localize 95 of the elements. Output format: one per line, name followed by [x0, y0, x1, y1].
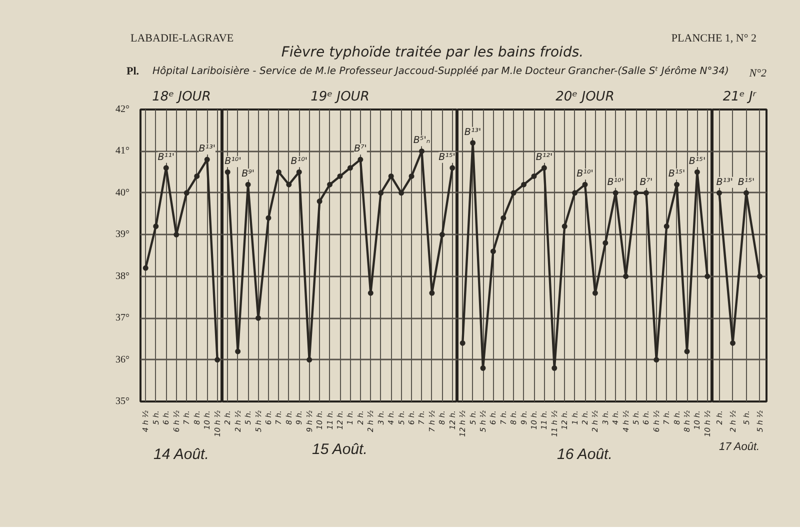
point — [368, 290, 374, 296]
point — [572, 190, 578, 196]
point — [358, 156, 364, 162]
chart-title: 20ᵉ JOUR — [556, 90, 614, 104]
data-label: B⁵'ₙ — [413, 135, 430, 146]
y-tick-label: 38° — [116, 270, 130, 282]
point — [450, 165, 456, 171]
data-label: B¹⁵' — [438, 152, 456, 163]
point — [460, 340, 466, 346]
y-tick-label: 35° — [116, 396, 130, 407]
point — [429, 290, 435, 296]
point — [398, 190, 404, 196]
data-label: B¹⁵' — [668, 168, 686, 180]
point — [327, 182, 333, 188]
point — [490, 248, 496, 254]
text: Pl. — [126, 66, 140, 78]
data-label: B⁷' — [640, 176, 653, 188]
point — [378, 190, 384, 196]
point — [623, 274, 629, 280]
text: Hôpital Lariboisière - Service de M.le Professeur Jaccoud-Suppléé par M.le Docteur Grancher-(Salle Sᵗ Jérôme N°34) — [152, 66, 729, 77]
data-label: B⁷' — [354, 144, 367, 155]
point — [347, 165, 353, 171]
point — [306, 357, 312, 363]
point — [500, 215, 506, 221]
text: PLANCHE 1, N° 2 — [671, 32, 757, 44]
point — [521, 182, 527, 188]
point — [643, 190, 649, 196]
point — [480, 365, 486, 371]
x-axis-title: 17 Août. — [719, 441, 760, 454]
chart-title: 19ᵉ JOUR — [310, 90, 370, 104]
point — [612, 190, 618, 196]
data-label: B¹³' — [716, 176, 733, 188]
point — [286, 182, 292, 188]
data-label: B¹⁵' — [738, 176, 755, 188]
data-label: B¹⁵' — [688, 156, 706, 168]
point — [174, 232, 180, 238]
point — [439, 232, 445, 238]
x-axis-title: 14 Août. — [154, 446, 209, 463]
text: Fièvre typhoïde traitée par les bains froids. — [281, 44, 584, 60]
point — [582, 182, 588, 188]
point — [704, 274, 710, 280]
point — [256, 315, 262, 321]
data-label: B¹⁰' — [576, 168, 594, 180]
point — [266, 215, 272, 221]
x-axis-title: 15 Août. — [312, 441, 368, 458]
point — [153, 224, 159, 230]
data-label: B¹³' — [198, 144, 216, 155]
point — [664, 224, 670, 230]
point — [204, 156, 210, 162]
point — [684, 348, 690, 354]
data-label: B¹⁰' — [224, 156, 242, 168]
point — [694, 169, 700, 175]
point — [276, 169, 282, 175]
y-tick-label: 39° — [116, 229, 130, 240]
point — [470, 140, 476, 146]
point — [562, 224, 568, 230]
text: LABADIE-LAGRAVE — [130, 32, 234, 44]
point — [194, 173, 200, 179]
data-label: B¹⁰' — [290, 156, 308, 168]
point — [654, 357, 660, 363]
point — [224, 169, 230, 175]
data-label: B¹¹' — [158, 152, 174, 163]
point — [245, 182, 251, 188]
point — [184, 190, 190, 196]
point — [552, 365, 558, 371]
point — [142, 265, 148, 271]
point — [602, 240, 608, 246]
y-tick-label: 36° — [116, 354, 130, 366]
point — [531, 173, 537, 179]
point — [296, 169, 302, 175]
y-tick-label: 41° — [116, 146, 130, 157]
data-label: B¹²' — [536, 152, 553, 163]
point — [337, 173, 343, 179]
y-tick-label: 40° — [116, 187, 130, 198]
data-label: B¹⁰' — [607, 176, 624, 188]
point — [163, 165, 169, 171]
chart-title: 21ᵉ Jʳ — [722, 90, 757, 104]
data-label: B⁹' — [242, 168, 255, 180]
point — [388, 173, 394, 179]
y-tick-label: 37° — [116, 312, 130, 324]
point — [214, 357, 220, 363]
point — [418, 148, 424, 154]
x-axis-title: 16 Août. — [557, 446, 612, 463]
point — [592, 290, 598, 296]
point — [235, 348, 241, 354]
point — [408, 173, 414, 179]
point — [316, 198, 322, 204]
data-label: B¹³' — [464, 126, 482, 138]
point — [633, 190, 639, 196]
point — [510, 190, 516, 196]
text: N°2 — [748, 68, 767, 80]
point — [541, 165, 547, 171]
chart-title: 18ᵉ JOUR — [152, 90, 211, 104]
point — [674, 182, 680, 188]
y-tick-label: 42° — [116, 104, 130, 115]
